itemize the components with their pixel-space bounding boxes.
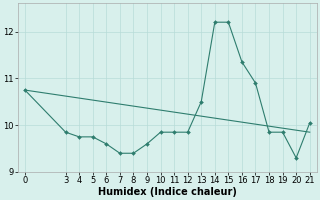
X-axis label: Humidex (Indice chaleur): Humidex (Indice chaleur): [98, 187, 237, 197]
